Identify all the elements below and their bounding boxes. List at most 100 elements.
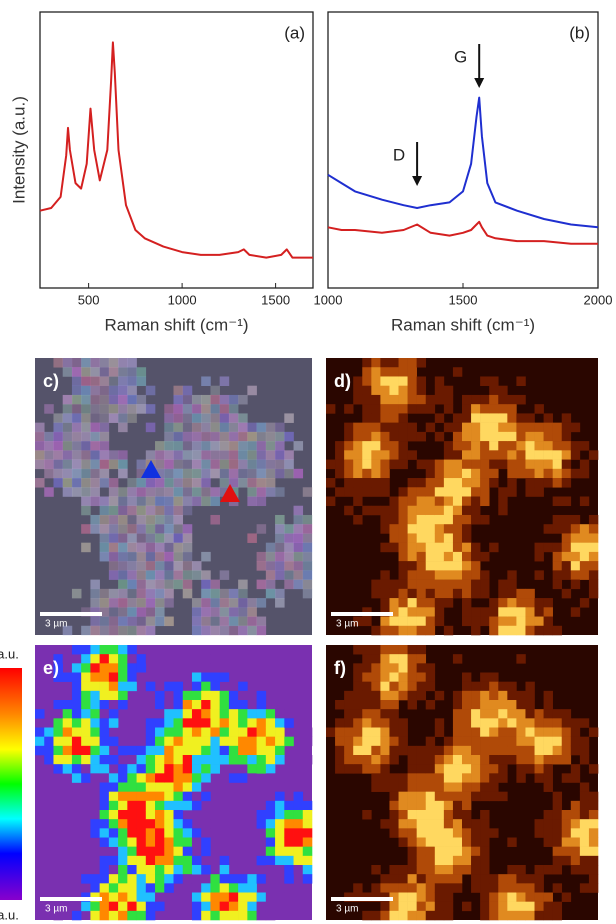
pixel [588, 791, 599, 802]
pixel [443, 551, 454, 562]
pixel [136, 551, 147, 562]
pixel [362, 690, 372, 701]
pixel [265, 422, 276, 433]
pixel [90, 663, 100, 673]
pixel [136, 514, 147, 525]
pixel [452, 441, 463, 451]
pixel [127, 542, 137, 553]
pixel [136, 910, 147, 921]
x-tick-label: 500 [78, 292, 100, 307]
pixel [219, 607, 230, 617]
pixel [579, 736, 590, 747]
pixel [362, 505, 372, 516]
pixel [362, 718, 372, 728]
pixel [570, 855, 581, 866]
pixel [219, 404, 230, 414]
pixel [210, 385, 220, 396]
pixel [579, 745, 590, 756]
pixel [434, 791, 445, 802]
pixel [145, 764, 156, 774]
pixel [201, 468, 211, 479]
pixel [182, 431, 193, 442]
pixel [416, 478, 427, 488]
pixel [552, 800, 563, 811]
pixel [516, 413, 526, 423]
pixel [579, 496, 590, 507]
pixel [489, 441, 499, 451]
pixel [471, 681, 481, 692]
pixel [534, 865, 544, 875]
pixel [108, 892, 119, 902]
pixel [480, 773, 490, 783]
pixel [480, 496, 490, 507]
pixel [371, 865, 381, 875]
pixel [155, 468, 165, 479]
pixel [443, 764, 454, 774]
pixel [561, 810, 572, 820]
pixel [552, 745, 563, 756]
pixel [164, 782, 174, 792]
pixel [108, 700, 119, 710]
pixel [145, 625, 156, 636]
pixel [275, 524, 285, 534]
pixel [256, 478, 267, 488]
pixel [302, 846, 313, 857]
pixel [416, 865, 427, 875]
pixel [302, 837, 313, 847]
pixel [219, 874, 230, 884]
pixel [136, 487, 147, 497]
pixel [462, 598, 472, 608]
pixel [443, 496, 454, 507]
pixel [561, 727, 572, 737]
pixel [108, 819, 119, 829]
pixel [425, 487, 436, 497]
pixel [389, 422, 399, 433]
pixel [389, 700, 399, 710]
x-tick-label: 1500 [449, 292, 478, 307]
pixel [62, 736, 73, 747]
pixel [62, 413, 73, 423]
pixel [362, 755, 372, 765]
pixel [579, 524, 590, 534]
pixel [275, 865, 285, 875]
pixel [561, 745, 572, 756]
pixel [407, 598, 417, 608]
pixel [62, 367, 73, 377]
pixel [344, 468, 354, 479]
pixel [371, 413, 381, 423]
pixel [155, 533, 165, 543]
pixel [219, 718, 230, 728]
pixel [256, 910, 267, 921]
pixel [247, 764, 257, 774]
pixel [434, 901, 445, 912]
pixel [480, 487, 490, 497]
pixel [516, 625, 526, 636]
pixel [71, 478, 82, 488]
pixel [570, 551, 581, 562]
pixel [425, 782, 436, 792]
pixel [219, 598, 230, 608]
pixel [434, 837, 445, 847]
pixel [127, 579, 137, 590]
pixel [543, 422, 553, 433]
pixel [489, 598, 499, 608]
pixel [498, 404, 508, 414]
pixel [145, 385, 156, 396]
pixel [71, 385, 82, 396]
pixel [344, 745, 354, 756]
pixel [425, 542, 436, 553]
pixel [127, 598, 137, 608]
pixel [434, 551, 445, 562]
pixel [265, 736, 276, 747]
pixel [416, 616, 427, 627]
pixel [191, 755, 202, 765]
pixel [90, 496, 100, 507]
pixel [561, 422, 572, 433]
pixel [164, 551, 174, 562]
pixel [443, 487, 454, 497]
pixel [425, 663, 436, 673]
pixel [507, 681, 517, 692]
pixel [53, 727, 63, 737]
pixel [191, 468, 202, 479]
pixel [507, 598, 517, 608]
